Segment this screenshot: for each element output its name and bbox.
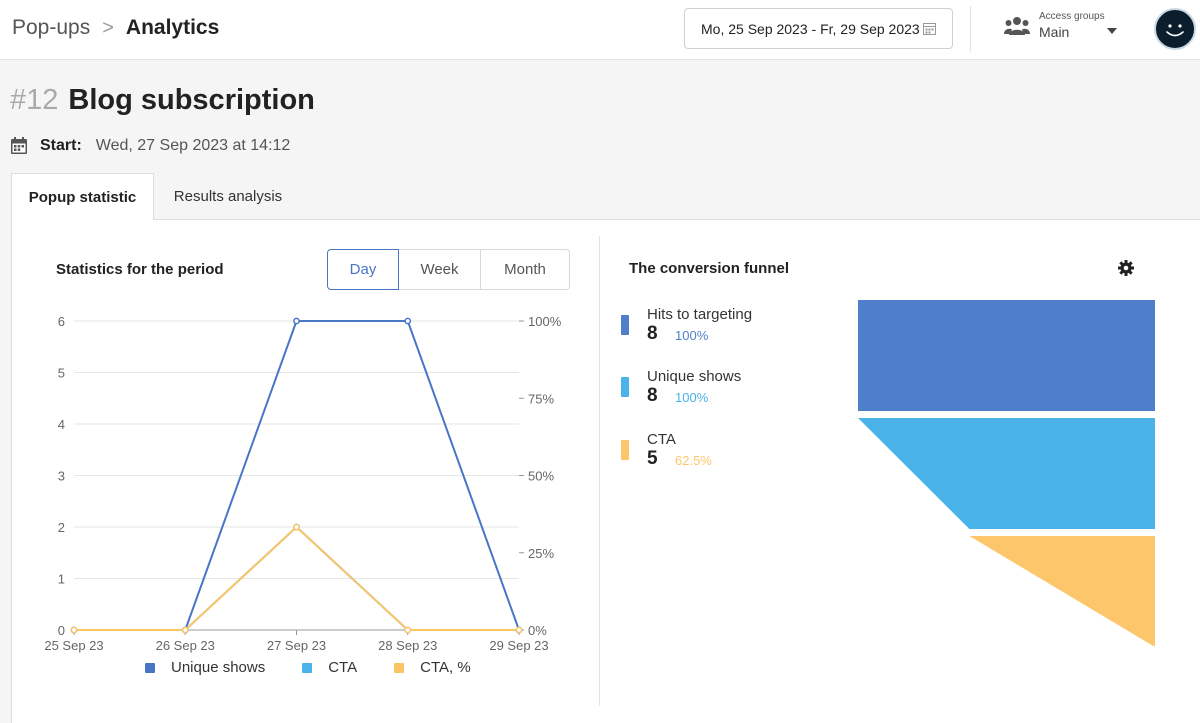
y-right-tick-label: 0% xyxy=(528,623,547,638)
data-point-cta xyxy=(293,523,300,531)
y-left-tick-label: 1 xyxy=(58,572,65,587)
funnel-step-color xyxy=(621,315,629,335)
funnel-step-count: 8 xyxy=(647,323,658,344)
legend-swatch xyxy=(394,662,405,673)
data-point-unique-shows xyxy=(293,317,300,325)
funnel-step-cta: CTA 5 62.5% xyxy=(621,431,841,481)
y-left-tick-label: 4 xyxy=(58,417,65,432)
legend-swatch xyxy=(145,662,155,673)
start-info: Start: Wed, 27 Sep 2023 at 14:12 xyxy=(10,137,290,155)
x-tick-label: 26 Sep 23 xyxy=(156,638,215,653)
gear-icon[interactable] xyxy=(1117,259,1135,277)
x-tick-label: 28 Sep 23 xyxy=(378,638,437,653)
y-left-tick-label: 5 xyxy=(58,366,65,381)
access-groups-dropdown[interactable]: Access groups Main xyxy=(1004,10,1124,50)
funnel-segment xyxy=(858,418,1155,529)
popup-title: Blog subscription xyxy=(68,84,315,116)
date-range-value: Mo, 25 Sep 2023 - Fr, 29 Sep 2023 xyxy=(701,20,920,37)
funnel-step-name: Hits to targeting xyxy=(647,306,753,323)
legend-label: Unique shows xyxy=(171,659,266,676)
data-point-cta xyxy=(404,626,412,634)
popup-number: #12 xyxy=(10,84,59,116)
legend-label: CTA xyxy=(328,659,358,676)
funnel-step-percent: 62.5% xyxy=(675,453,712,468)
top-bar: Pop-ups > Analytics Mo, 25 Sep 2023 - Fr… xyxy=(0,0,1200,60)
x-tick-label: 25 Sep 23 xyxy=(44,638,103,653)
header-divider xyxy=(970,6,971,52)
period-month-button[interactable]: Month xyxy=(480,249,570,290)
funnel-step-percent: 100% xyxy=(675,390,709,405)
tab-popup-statistic[interactable]: Popup statistic xyxy=(11,173,154,220)
period-week-button[interactable]: Week xyxy=(398,249,481,290)
legend-item-cta[interactable]: CTA xyxy=(302,659,357,676)
start-value: Wed, 27 Sep 2023 at 14:12 xyxy=(95,137,291,154)
funnel-segment xyxy=(858,300,1155,411)
calendar-icon xyxy=(923,23,936,35)
access-groups-value: Main xyxy=(1039,24,1070,40)
funnel-title: The conversion funnel xyxy=(629,260,790,277)
y-left-tick-label: 2 xyxy=(58,520,65,535)
funnel-step-unique-shows: Unique shows 8 100% xyxy=(621,368,841,418)
access-groups-label: Access groups xyxy=(1039,11,1105,22)
funnel-step-color xyxy=(621,440,629,460)
legend-label: CTA, % xyxy=(420,659,471,676)
y-right-tick-label: 100% xyxy=(528,314,562,329)
avatar[interactable] xyxy=(1154,8,1196,50)
page-title: Analytics xyxy=(125,16,220,39)
chevron-right-icon: > xyxy=(102,16,114,39)
chart-legend: Unique shows CTA CTA, % xyxy=(145,659,508,676)
funnel-step-count: 5 xyxy=(647,448,658,469)
y-right-tick-label: 25% xyxy=(528,546,554,561)
y-left-tick-label: 6 xyxy=(58,314,65,329)
y-right-tick-label: 50% xyxy=(528,469,554,484)
breadcrumb: Pop-ups > Analytics xyxy=(12,16,219,40)
funnel-segment xyxy=(969,536,1155,646)
data-point-cta xyxy=(70,626,78,634)
funnel-step-name: CTA xyxy=(647,431,676,448)
caret-down-icon xyxy=(1107,28,1117,34)
funnel-step-color xyxy=(621,377,629,397)
funnel-step-count: 8 xyxy=(647,385,658,406)
statistics-title: Statistics for the period xyxy=(56,261,224,278)
legend-swatch xyxy=(302,662,313,673)
breadcrumb-popups-link[interactable]: Pop-ups xyxy=(12,16,91,39)
x-tick-label: 27 Sep 23 xyxy=(267,638,326,653)
funnel-step-name: Unique shows xyxy=(647,368,742,385)
funnel-step-hits: Hits to targeting 8 100% xyxy=(621,306,841,356)
legend-item-cta-percent[interactable]: CTA, % xyxy=(394,659,471,676)
date-range-picker[interactable]: Mo, 25 Sep 2023 - Fr, 29 Sep 2023 xyxy=(684,8,953,49)
statistics-chart: 0 1 2 3 4 5 6 0% 25% 50% 75% 100% 25 Sep 23 26 Sep 23… xyxy=(44,314,562,653)
popup-heading: #12 Blog subscription xyxy=(10,84,315,117)
users-icon xyxy=(1004,17,1030,35)
y-right-tick-label: 75% xyxy=(528,391,554,406)
start-label: Start: xyxy=(40,137,82,154)
funnel-graphic xyxy=(858,300,1155,646)
smiley-icon xyxy=(1166,24,1184,37)
funnel-step-percent: 100% xyxy=(675,328,709,343)
panel-divider xyxy=(599,236,600,706)
data-point-cta xyxy=(515,626,523,634)
legend-item-unique-shows[interactable]: Unique shows xyxy=(145,659,265,676)
y-left-tick-label: 0 xyxy=(58,623,65,638)
y-left-tick-label: 3 xyxy=(58,469,65,484)
tab-results-analysis[interactable]: Results analysis xyxy=(173,188,283,205)
period-day-button[interactable]: Day xyxy=(327,249,399,290)
calendar-icon xyxy=(11,137,27,154)
data-point-cta xyxy=(181,626,189,634)
x-tick-label: 29 Sep 23 xyxy=(489,638,548,653)
data-point-unique-shows xyxy=(404,317,412,325)
